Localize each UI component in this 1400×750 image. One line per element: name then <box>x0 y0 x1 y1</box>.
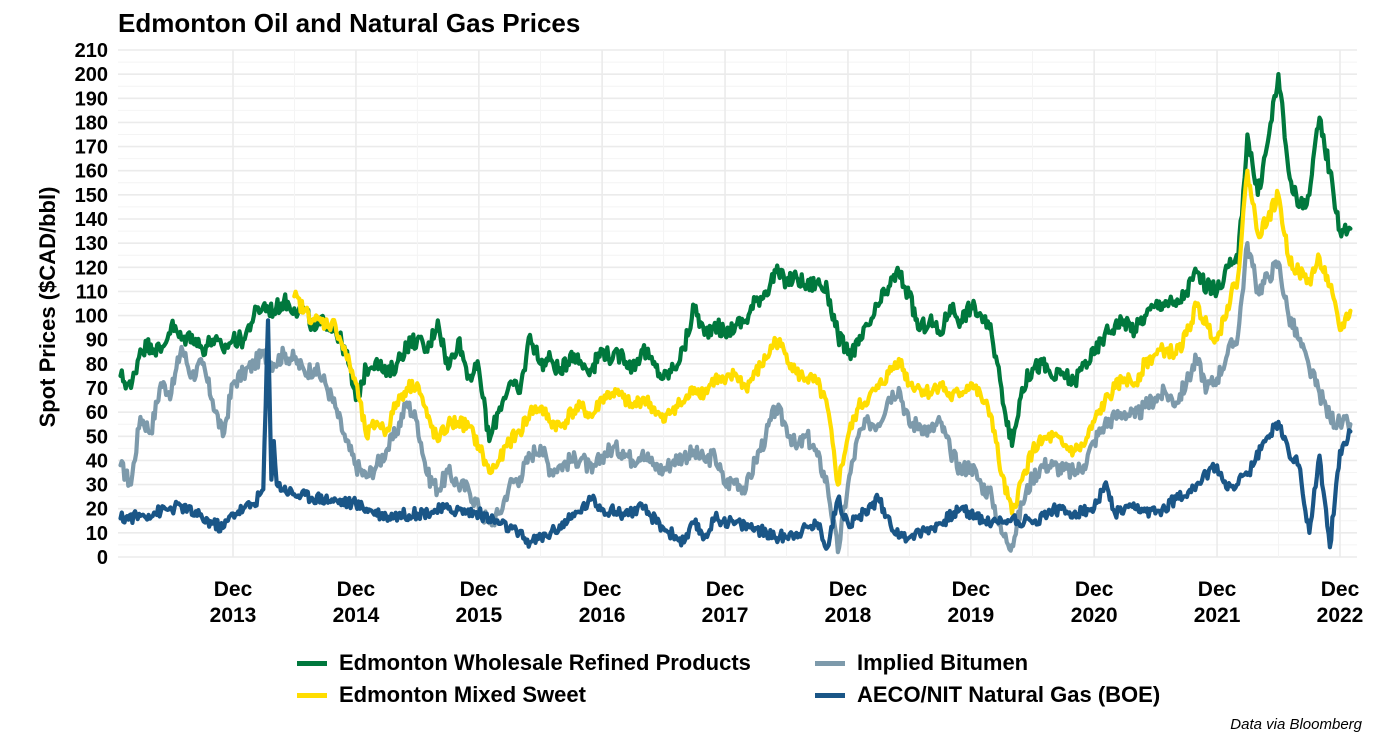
grid-layer <box>118 49 1357 558</box>
x-tick-label-month: Dec <box>460 578 499 601</box>
source-note: Data via Bloomberg <box>1230 716 1362 733</box>
y-tick-label: 80 <box>86 354 108 376</box>
y-tick-label: 70 <box>86 378 108 400</box>
legend-item-natural-gas: AECO/NIT Natural Gas (BOE) <box>815 682 1160 708</box>
legend-item-refined-products: Edmonton Wholesale Refined Products <box>297 650 751 676</box>
y-tick-label: 20 <box>86 499 108 521</box>
x-tick-label-year: 2017 <box>702 604 749 627</box>
y-tick-label: 150 <box>75 185 108 207</box>
y-axis-label: Spot Prices ($CAD/bbl) <box>35 187 60 428</box>
chart-title: Edmonton Oil and Natural Gas Prices <box>118 8 581 38</box>
x-axis: Dec 2013 Dec 2014 Dec 2015 Dec 2016 Dec 2017 Dec 20… <box>210 578 1364 627</box>
series-line-aeco-nit-natural-gas-boe <box>118 318 1353 551</box>
y-tick-label: 100 <box>75 306 108 328</box>
y-tick-label: 60 <box>86 402 108 424</box>
y-tick-label: 50 <box>86 426 108 448</box>
y-tick-label: 120 <box>75 257 108 279</box>
x-tick-label-year: 2015 <box>455 604 502 627</box>
y-tick-label: 180 <box>75 112 108 134</box>
x-tick-label-month: Dec <box>706 578 745 601</box>
x-tick-label-year: 2019 <box>948 604 995 627</box>
y-tick-label: 210 <box>75 40 108 62</box>
legend-key-natural-gas <box>815 692 845 698</box>
y-tick-label: 200 <box>75 64 108 86</box>
y-tick-label: 170 <box>75 137 108 159</box>
x-tick-label-month: Dec <box>1075 578 1114 601</box>
legend: Edmonton Wholesale Refined Products Impl… <box>297 648 1257 716</box>
y-tick-label: 0 <box>97 547 108 569</box>
legend-key-implied-bitumen <box>815 660 845 666</box>
x-tick-label-month: Dec <box>214 578 253 601</box>
series-layer <box>118 72 1353 555</box>
y-tick-label: 160 <box>75 161 108 183</box>
y-tick-label: 140 <box>75 209 108 231</box>
x-tick-label-year: 2022 <box>1317 604 1364 627</box>
y-tick-label: 110 <box>76 281 108 303</box>
x-tick-label-month: Dec <box>952 578 991 601</box>
x-tick-label-year: 2013 <box>210 604 257 627</box>
series-line-edmonton-mixed-sweet <box>292 168 1353 516</box>
legend-key-mixed-sweet <box>297 692 327 698</box>
y-tick-label: 90 <box>86 330 108 352</box>
legend-key-refined-products <box>297 660 327 666</box>
y-tick-label: 40 <box>86 450 108 472</box>
legend-item-implied-bitumen: Implied Bitumen <box>815 650 1028 676</box>
x-tick-label-year: 2021 <box>1194 604 1241 627</box>
x-tick-label-month: Dec <box>583 578 622 601</box>
legend-label-mixed-sweet: Edmonton Mixed Sweet <box>339 682 586 707</box>
legend-label-natural-gas: AECO/NIT Natural Gas (BOE) <box>857 682 1161 707</box>
x-tick-label-year: 2020 <box>1071 604 1118 627</box>
y-tick-label: 30 <box>86 475 108 497</box>
series-line-implied-bitumen <box>118 241 1353 555</box>
x-tick-label-month: Dec <box>337 578 376 601</box>
y-tick-label: 130 <box>75 233 108 255</box>
x-tick-label-year: 2016 <box>579 604 626 627</box>
x-tick-label-month: Dec <box>1321 578 1360 601</box>
x-tick-label-month: Dec <box>829 578 868 601</box>
legend-label-refined-products: Edmonton Wholesale Refined Products <box>339 650 751 675</box>
legend-item-mixed-sweet: Edmonton Mixed Sweet <box>297 682 586 708</box>
x-tick-label-year: 2018 <box>825 604 872 627</box>
y-tick-label: 10 <box>86 523 108 545</box>
x-tick-label-year: 2014 <box>333 604 380 627</box>
legend-label-implied-bitumen: Implied Bitumen <box>857 650 1029 675</box>
y-tick-label: 190 <box>75 88 108 110</box>
x-tick-label-month: Dec <box>1198 578 1237 601</box>
